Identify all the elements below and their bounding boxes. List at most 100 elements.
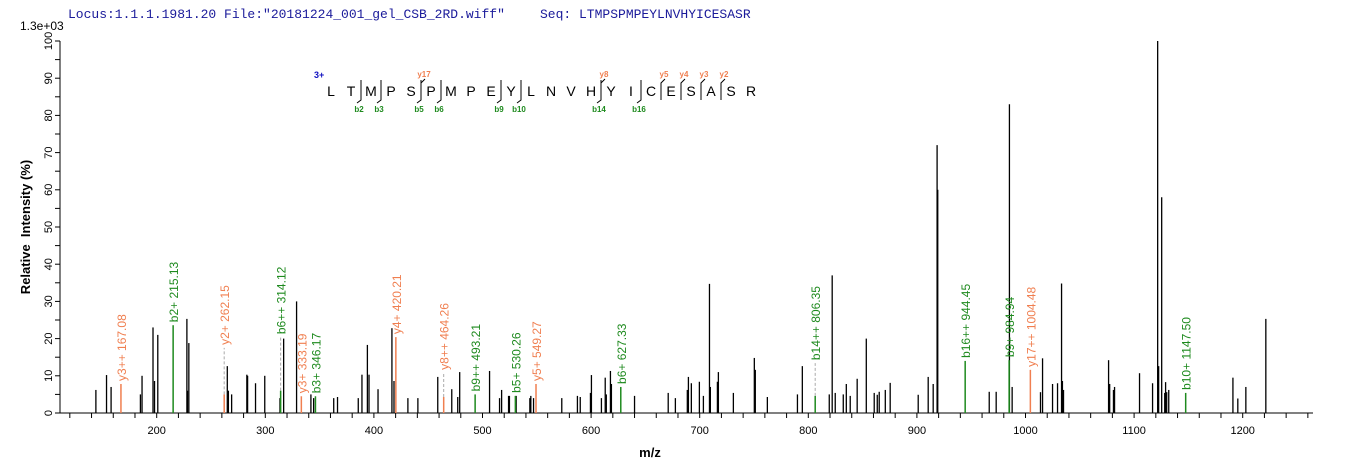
y-tick-label: 90 <box>43 72 55 84</box>
y-axis-label: Relative Intensity (%) <box>18 160 33 294</box>
residue: S <box>726 83 735 99</box>
b-ion-bracket <box>356 80 362 104</box>
b-ion-bracket <box>596 80 602 104</box>
b-ion-bracket <box>376 80 382 104</box>
x-tick-label: 300 <box>256 425 274 437</box>
y-tick-label: 100 <box>43 32 55 50</box>
residue: R <box>746 83 756 99</box>
peak-label: b9++ 493.21 <box>469 324 483 392</box>
residue: H <box>586 83 596 99</box>
b-ion-label: b16 <box>632 105 646 114</box>
residue: A <box>706 83 716 99</box>
peak-label: y3++ 167.08 <box>115 314 129 381</box>
residue: M <box>365 83 377 99</box>
y-ion-bracket <box>420 78 426 100</box>
y-ion-bracket <box>600 78 606 100</box>
peak-label: y17++ 1004.48 <box>1024 286 1038 366</box>
y-ion-bracket <box>660 78 666 100</box>
peak-label: y3+ 333.19 <box>295 333 309 393</box>
residue: L <box>527 83 535 99</box>
y-tick-label: 60 <box>43 184 55 196</box>
y-tick-label: 10 <box>43 370 55 382</box>
residue: T <box>347 83 356 99</box>
charge-state: 3+ <box>314 70 324 80</box>
x-tick-label: 700 <box>691 425 709 437</box>
peak-label: y2+ 262.15 <box>218 285 232 345</box>
x-tick-label: 400 <box>365 425 383 437</box>
peak-label: b16++ 944.45 <box>959 284 973 358</box>
peak-label: y5+ 549.27 <box>530 321 544 381</box>
y-ion-label: y17 <box>417 70 431 79</box>
locus-file-title: Locus:1.1.1.1981.20 File:"20181224_001_g… <box>68 7 505 22</box>
y-ion-label: y5 <box>660 70 669 79</box>
peak-label: b6+ 627.33 <box>615 323 629 384</box>
peaks <box>95 41 1267 413</box>
residue: Y <box>606 83 616 99</box>
peak-label: b10+ 1147.50 <box>1180 317 1194 390</box>
peak-label: b5+ 530.26 <box>509 332 523 393</box>
y-tick-label: 20 <box>43 332 55 344</box>
y-tick-label: 0 <box>43 410 55 416</box>
x-tick-label: 500 <box>473 425 491 437</box>
residue: P <box>466 83 475 99</box>
residue: E <box>486 83 495 99</box>
axes: 0 10 20 30 40 50 60 70 80 90 100 200 300 400 500 600 700… <box>43 32 1313 437</box>
x-axis-label: m/z <box>639 445 661 460</box>
b-ion-bracket <box>496 80 502 104</box>
residue: L <box>327 83 335 99</box>
peak-label: b14++ 806.35 <box>809 286 823 360</box>
peak-label: b2+ 215.13 <box>167 261 181 322</box>
peak-label: y4+ 420.21 <box>390 274 404 334</box>
residue: S <box>686 83 695 99</box>
b-ion-label: b5 <box>414 105 424 114</box>
b-ion-bracket <box>516 80 522 104</box>
y-tick-label: 40 <box>43 258 55 270</box>
y-ion-bracket <box>680 78 686 100</box>
intensity-scale: 1.3e+03 <box>20 19 64 33</box>
y-ion-bracket <box>720 78 726 100</box>
y-ion-label: y4 <box>680 70 689 79</box>
peak-annotations: y3++ 167.08 b2+ 215.13 y2+ 262.15 b6++ 314.… <box>115 261 1194 413</box>
b-ion-label: b9 <box>494 105 504 114</box>
peak-label: y8++ 464.26 <box>438 303 452 370</box>
b-ion-label: b6 <box>434 105 444 114</box>
residue: S <box>406 83 415 99</box>
residue: Y <box>506 83 516 99</box>
b-ion-label: b2 <box>354 105 364 114</box>
residue: E <box>666 83 675 99</box>
peak-label: b6++ 314.12 <box>275 266 289 334</box>
x-tick-label: 200 <box>148 425 166 437</box>
b-ion-bracket <box>436 80 442 104</box>
b-ion-bracket <box>416 80 422 104</box>
residue: N <box>546 83 556 99</box>
x-tick-label: 1200 <box>1230 425 1254 437</box>
b-ion-label: b3 <box>374 105 384 114</box>
x-tick-label: 1000 <box>1013 425 1037 437</box>
y-tick-label: 70 <box>43 146 55 158</box>
b-ion-label: b14 <box>592 105 606 114</box>
x-tick-label: 1100 <box>1122 425 1146 437</box>
peak-label: b3+ 346.17 <box>309 333 323 394</box>
x-tick-label: 600 <box>582 425 600 437</box>
y-ion-label: y2 <box>720 70 729 79</box>
y-ion-label: y3 <box>700 70 709 79</box>
y-tick-label: 80 <box>43 109 55 121</box>
y-ion-bracket <box>700 78 706 100</box>
sequence-annotation: 3+ L T M P S P M P E Y L N V H Y I C E S A S Rb2 b3 b5 b6 b9 b10 b1… <box>314 70 756 114</box>
b-ion-bracket <box>636 80 642 104</box>
sequence-title: Seq: LTMPSPMPEYLNVHYICESASR <box>540 7 751 22</box>
x-tick-label: 900 <box>908 425 926 437</box>
peak-label: b9+ 984.94 <box>1003 296 1017 357</box>
residue: C <box>646 83 656 99</box>
y-tick-label: 30 <box>43 295 55 307</box>
y-ion-label: y8 <box>600 70 609 79</box>
residue: I <box>629 83 633 99</box>
b-ion-label: b10 <box>512 105 526 114</box>
y-tick-label: 50 <box>43 221 55 233</box>
x-tick-label: 800 <box>799 425 817 437</box>
residue: P <box>426 83 435 99</box>
residue: P <box>386 83 395 99</box>
residue: M <box>445 83 457 99</box>
residue: V <box>566 83 576 99</box>
